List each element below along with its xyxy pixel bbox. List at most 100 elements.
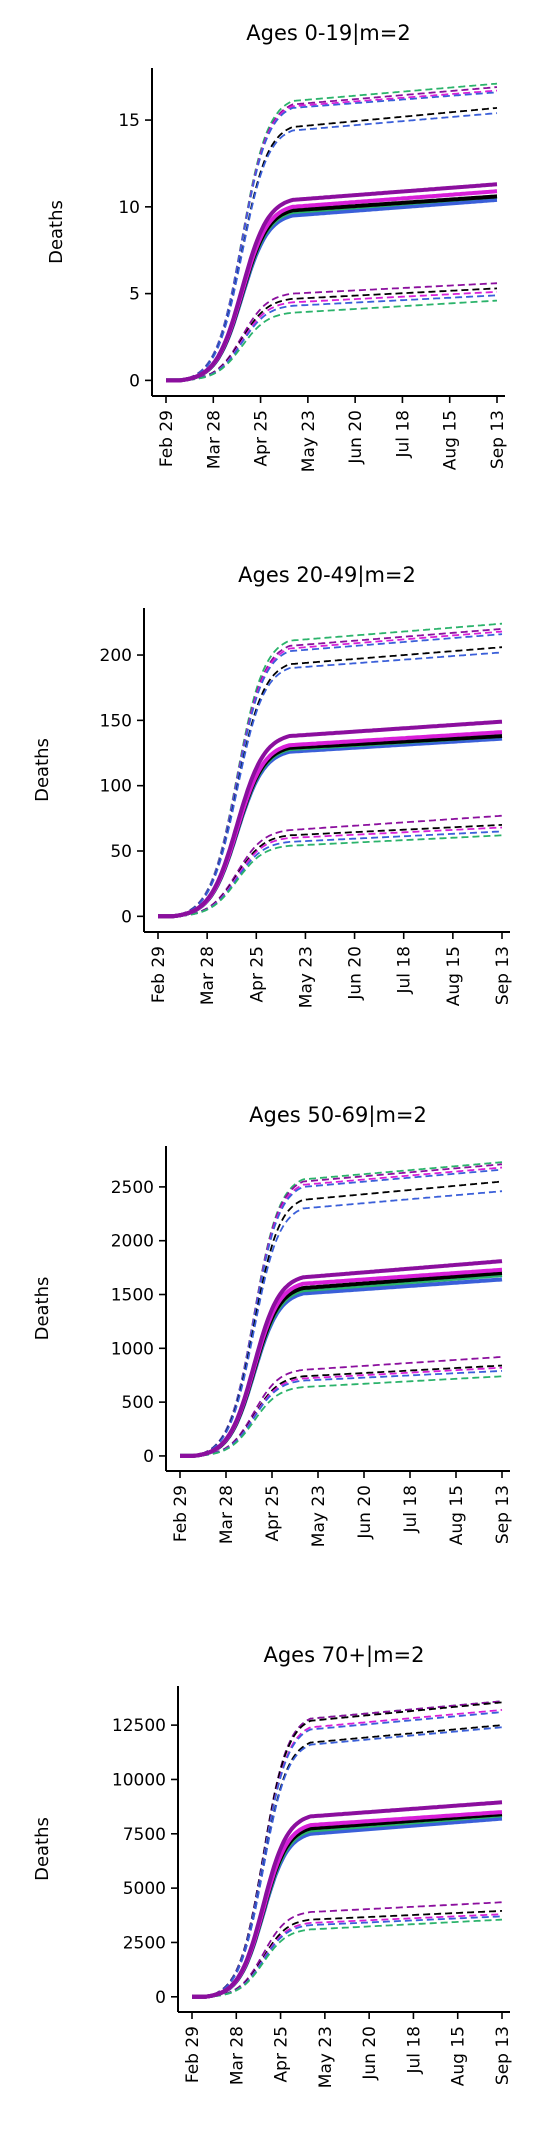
series-line-7 [166,86,498,382]
series-line-14 [180,1366,503,1457]
x-tick-label: Apr 25 [263,1485,283,1541]
x-tick-label: Feb 29 [171,1485,191,1542]
series-line-9 [166,91,498,382]
y-tick-label: 10 [118,198,140,218]
x-tick-label: Jun 20 [355,1485,375,1540]
y-tick-label: 5 [129,285,140,305]
y-axis-label: Deaths [32,738,53,802]
x-tick-label: Apr 25 [252,410,272,466]
series-line-5 [191,1800,503,1999]
chart-panel-3: Ages 50-69|m=2 Deaths 0 500 1000 1500 2000 2500… [32,1103,513,1547]
x-tick-label: Jun 20 [346,946,366,1001]
series-line-10 [158,646,503,918]
x-tick-label: Feb 29 [183,2026,203,2083]
series-line-14 [192,1910,503,1998]
x-tick-label: May 23 [316,2026,336,2088]
series-line-11 [166,112,498,382]
series-line-15 [166,294,498,382]
series-line-14 [158,826,503,918]
series-line-17 [192,1918,503,1998]
x-tick-label: Aug 15 [441,410,461,470]
series-line-12 [192,1726,503,1998]
x-tick-label: Mar 28 [217,1485,237,1544]
series-line-6 [158,622,503,918]
chart-panel-2: Ages 20-49|m=2 Deaths 0 50 100 150 200 Feb 29 Ma… [32,563,513,1008]
y-tick-label: 100 [100,777,132,797]
x-tick-label: Mar 28 [198,946,218,1005]
x-tick-label: Jul 18 [393,410,413,459]
series-line-11 [192,1724,503,1998]
x-tick-label: Sep 13 [488,410,508,469]
x-tick-label: Mar 28 [204,410,224,469]
y-tick-label: 2500 [111,1178,154,1198]
series-line-16 [192,1915,502,1998]
y-tick-label: 7500 [123,1825,166,1845]
series-line-14 [166,291,498,382]
y-tick-label: 10000 [112,1770,166,1790]
y-tick-label: 0 [143,1447,154,1467]
series-line-10 [192,1711,503,1998]
series-line-3 [157,734,503,919]
y-tick-label: 5000 [123,1879,166,1899]
x-tick-label: May 23 [309,1485,329,1547]
series-line-16 [166,299,498,382]
x-tick-label: Jun 20 [360,2026,380,2081]
series-line-13 [166,287,498,382]
x-tick-label: Feb 29 [157,410,177,467]
chart-title: Ages 0-19|m=2 [246,21,410,46]
series-line-10 [166,107,498,382]
x-tick-label: Apr 25 [272,2026,292,2082]
x-tick-label: Apr 25 [247,946,267,1002]
series-line-5 [157,719,503,919]
y-axis-label: Deaths [46,200,67,264]
x-tick-label: May 23 [296,946,316,1008]
series-line-13 [192,1901,503,1998]
series-line-6 [166,82,498,382]
series-line-13 [158,824,503,918]
x-tick-label: Jul 18 [404,2026,424,2075]
series-line-7 [192,1700,503,1998]
y-tick-label: 0 [121,907,132,927]
series-line-6 [180,1161,503,1457]
y-tick-label: 15 [118,111,140,131]
x-tick-label: Mar 28 [227,2026,247,2085]
series-line-16 [180,1375,503,1457]
y-tick-label: 1500 [111,1286,154,1306]
y-tick-label: 2000 [111,1232,154,1252]
x-tick-label: Sep 13 [493,2026,513,2085]
series-line-6 [192,1700,503,1998]
x-tick-label: May 23 [299,410,319,472]
series-line-7 [158,628,503,918]
x-tick-label: Sep 13 [493,946,513,1005]
y-axis-label: Deaths [32,1277,53,1341]
series-line-16 [158,834,503,918]
series-line-9 [158,633,503,918]
y-tick-label: 150 [100,711,132,731]
x-tick-label: Aug 15 [447,1485,467,1545]
series-line-9 [192,1709,503,1998]
y-tick-label: 50 [110,842,132,862]
series-line-7 [180,1163,503,1457]
x-tick-label: Aug 15 [444,946,464,1006]
x-tick-label: Jun 20 [346,410,366,465]
series-line-15 [192,1913,503,1998]
x-tick-label: Jul 18 [401,1485,421,1534]
x-tick-label: Sep 13 [493,1485,513,1544]
series-line-8 [158,630,503,918]
chart-title: Ages 50-69|m=2 [249,1103,427,1128]
y-tick-label: 0 [155,1988,166,2008]
chart-panel-4: Ages 70+|m=2 Deaths 0 2500 5000 7500 10000 1250… [32,1643,513,2088]
y-axis-label: Deaths [32,1817,53,1881]
series-line-5 [179,1259,503,1458]
series-line-8 [192,1701,503,1998]
chart-title: Ages 20-49|m=2 [238,563,416,588]
chart-panel-1: Ages 0-19|m=2 Deaths 0 5 10 15 Feb 29 Mar 28 Apr… [46,21,508,472]
series-line-9 [180,1168,503,1457]
series-line-11 [180,1190,503,1457]
x-tick-label: Jul 18 [395,946,415,995]
x-tick-label: Feb 29 [149,946,169,1003]
y-tick-label: 0 [129,371,140,391]
y-tick-label: 2500 [123,1933,166,1953]
